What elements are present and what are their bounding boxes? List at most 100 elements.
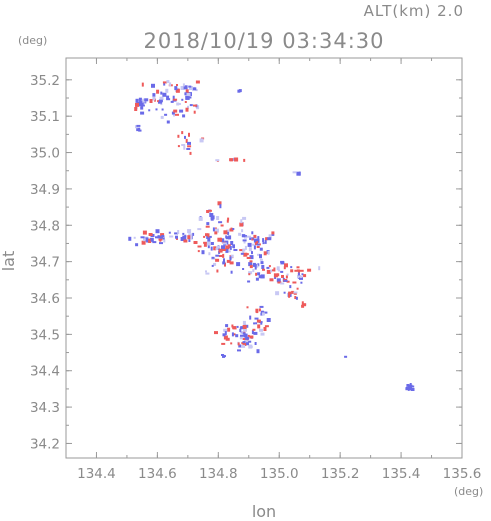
- echo-point: [248, 340, 252, 343]
- echo-point: [248, 344, 253, 349]
- echo-point: [140, 111, 145, 115]
- echo-point: [229, 256, 232, 261]
- chart-subtitle: ALT(km) 2.0: [364, 2, 464, 20]
- echo-point: [230, 270, 233, 274]
- echo-point: [229, 261, 234, 265]
- echo-point: [253, 234, 257, 238]
- echo-point: [244, 236, 247, 239]
- echo-point: [144, 98, 149, 102]
- echo-point: [257, 253, 260, 256]
- x-tick-label: 135.4: [382, 466, 421, 482]
- echo-point: [184, 101, 187, 103]
- echo-point: [259, 328, 263, 332]
- echo-point: [223, 258, 225, 263]
- echo-point: [276, 278, 281, 283]
- echo-point: [266, 266, 270, 269]
- x-tick-label: 135.2: [321, 466, 360, 482]
- echo-point: [291, 290, 295, 294]
- echo-point: [283, 266, 286, 270]
- echo-point: [198, 216, 203, 221]
- echo-point: [218, 221, 223, 224]
- echo-point: [213, 246, 217, 251]
- echo-point: [219, 255, 223, 257]
- echo-point: [175, 113, 179, 116]
- x-axis-label: lon: [252, 502, 276, 521]
- echo-point: [182, 235, 187, 240]
- echo-point: [292, 171, 297, 174]
- echo-point: [290, 269, 294, 273]
- echo-point: [297, 272, 300, 276]
- echo-point: [146, 238, 149, 243]
- echo-point: [274, 277, 277, 279]
- echo-point: [249, 265, 253, 269]
- echo-point: [280, 282, 285, 285]
- echo-point: [196, 105, 200, 110]
- echo-point: [221, 245, 225, 250]
- echo-point: [407, 385, 411, 389]
- echo-point: [290, 266, 293, 269]
- echo-point: [293, 292, 297, 295]
- echo-point: [259, 305, 264, 308]
- echo-point: [281, 275, 284, 278]
- echo-point: [231, 324, 234, 328]
- echo-point: [271, 231, 275, 235]
- echo-point: [155, 236, 158, 239]
- echo-point: [143, 237, 145, 242]
- echo-point: [142, 230, 147, 235]
- echo-point: [242, 248, 246, 252]
- echo-point: [141, 240, 146, 245]
- echo-point: [166, 80, 170, 84]
- y-tick-label: 35.1: [30, 109, 60, 125]
- echo-point: [303, 274, 307, 278]
- echo-point: [239, 336, 243, 340]
- echo-point: [243, 158, 246, 162]
- echo-point: [271, 233, 275, 236]
- echo-point: [157, 100, 160, 103]
- echo-point: [227, 231, 230, 235]
- echo-point: [159, 239, 162, 242]
- x-tick-label: 134.6: [138, 466, 177, 482]
- echo-point: [152, 241, 157, 244]
- echo-point: [248, 271, 253, 275]
- echo-point: [221, 342, 226, 345]
- echo-point: [222, 333, 226, 337]
- echo-point: [166, 120, 170, 124]
- echo-point: [158, 99, 163, 103]
- echo-point: [209, 213, 214, 217]
- echo-point: [280, 260, 285, 263]
- echo-point: [195, 80, 200, 84]
- echo-point: [203, 235, 206, 238]
- echo-point: [169, 82, 172, 87]
- echo-point: [207, 238, 211, 243]
- echo-point: [148, 233, 153, 236]
- echo-point: [163, 81, 166, 86]
- echo-point: [289, 285, 292, 289]
- echo-point: [278, 269, 281, 272]
- echo-point: [211, 256, 215, 259]
- echo-point: [283, 291, 286, 294]
- echo-point: [277, 273, 280, 277]
- echo-point: [242, 234, 246, 238]
- echo-point: [183, 85, 188, 90]
- echo-point: [225, 337, 230, 341]
- echo-point: [157, 235, 162, 239]
- echo-point: [299, 275, 303, 278]
- echo-point: [251, 251, 253, 255]
- echo-point: [218, 248, 223, 251]
- echo-point: [156, 89, 160, 94]
- echo-point: [176, 237, 178, 240]
- echo-point: [158, 238, 163, 241]
- echo-point: [179, 109, 184, 113]
- echo-point: [251, 330, 254, 335]
- echo-point: [276, 266, 280, 271]
- echo-point: [249, 255, 254, 260]
- echo-point: [222, 253, 225, 258]
- echo-point: [229, 245, 232, 250]
- echo-point: [233, 244, 235, 249]
- echo-point: [268, 234, 272, 239]
- echo-point: [236, 262, 241, 267]
- echo-point: [241, 342, 244, 345]
- echo-point: [226, 219, 229, 223]
- echo-point: [220, 237, 222, 242]
- echo-point: [232, 326, 237, 330]
